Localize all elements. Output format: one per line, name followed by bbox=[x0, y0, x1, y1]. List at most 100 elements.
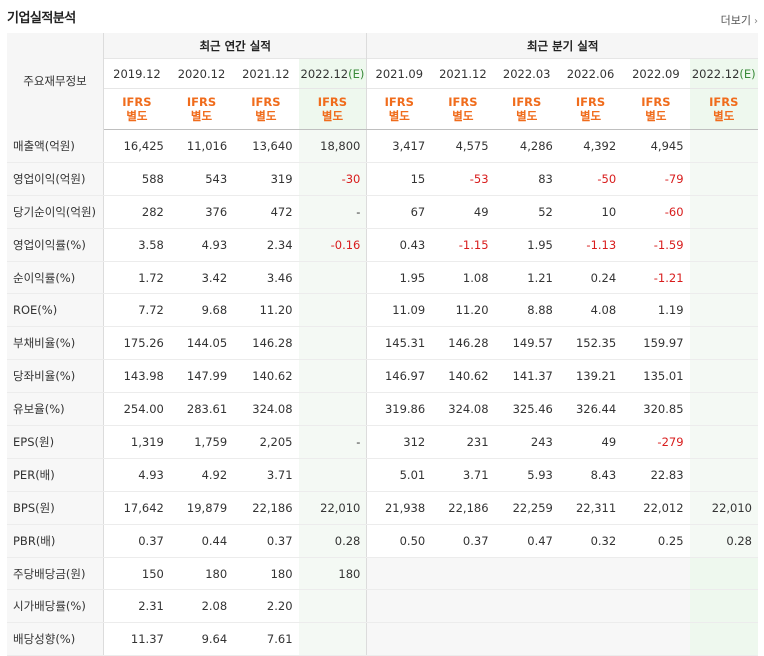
ifrs-row: IFRS 별도 IFRS 별도 IFRS 별도 IFRS 별도 IFRS 별도 IFRS 별도 IFRS… bbox=[7, 88, 758, 130]
table-cell: 140.62 bbox=[233, 359, 299, 394]
table-cell: 7.72 bbox=[103, 293, 170, 328]
period-header: 2021.09 bbox=[366, 58, 432, 89]
table-cell: -60 bbox=[622, 195, 690, 229]
table-row: 시가배당률(%) 2.31 2.08 2.20 bbox=[7, 589, 758, 624]
row-label: 유보율(%) bbox=[7, 392, 104, 427]
chevron-right-icon: › bbox=[754, 16, 758, 27]
table-cell: 4,945 bbox=[622, 129, 690, 163]
table-row: 유보율(%) 254.00 283.61 324.08 319.86 324.08 325.… bbox=[7, 392, 758, 427]
table-cell bbox=[689, 326, 758, 361]
table-cell: -1.59 bbox=[622, 227, 690, 262]
table-cell bbox=[622, 556, 690, 591]
table-cell: 231 bbox=[431, 425, 495, 459]
table-cell bbox=[558, 622, 623, 656]
table-cell: -0.16 bbox=[298, 227, 367, 262]
table-cell: 22,186 bbox=[431, 491, 495, 525]
table-cell: 254.00 bbox=[103, 392, 170, 427]
table-cell bbox=[689, 458, 758, 492]
table-cell bbox=[689, 162, 758, 196]
table-cell bbox=[431, 622, 495, 656]
table-cell: 146.97 bbox=[366, 359, 432, 394]
table-row: 영업이익(억원) 588 543 319 -30 15 -53 83 -50 -79 bbox=[7, 162, 758, 196]
table-row: 당기순이익(억원) 282 376 472-67 49 52 10 -60 bbox=[7, 195, 758, 229]
table-cell bbox=[689, 359, 758, 394]
table-cell: 3.42 bbox=[169, 261, 234, 295]
table-row: ROE(%) 7.72 9.68 11.20 11.09 11.20 8.88 4.08 1.1… bbox=[7, 293, 758, 328]
table-cell bbox=[558, 556, 623, 591]
period-header: 2022.12(E) bbox=[298, 58, 367, 89]
table-cell: - bbox=[298, 195, 367, 229]
table-cell: -53 bbox=[431, 162, 495, 196]
table-cell bbox=[689, 622, 758, 656]
table-cell: 145.31 bbox=[366, 326, 432, 361]
table-cell bbox=[494, 622, 559, 656]
table-cell: 147.99 bbox=[169, 359, 234, 394]
table-cell: 319 bbox=[233, 162, 299, 196]
table-cell: 4.92 bbox=[169, 458, 234, 492]
table-cell: -1.15 bbox=[431, 227, 495, 262]
table-cell bbox=[689, 425, 758, 459]
table-row: PBR(배) 0.37 0.44 0.37 0.28 0.50 0.37 0.47 0.32 0.… bbox=[7, 524, 758, 558]
table-cell: 0.25 bbox=[622, 524, 690, 558]
table-cell: 11.20 bbox=[233, 293, 299, 328]
table-cell: 140.62 bbox=[431, 359, 495, 394]
table-cell: 2.20 bbox=[233, 589, 299, 624]
table-cell: 8.88 bbox=[494, 293, 559, 328]
table-cell: 19,879 bbox=[169, 491, 234, 525]
table-cell bbox=[558, 589, 623, 624]
section-header: 기업실적분석 더보기 › bbox=[0, 0, 764, 32]
table-cell: 0.37 bbox=[103, 524, 170, 558]
table-cell: 0.37 bbox=[431, 524, 495, 558]
more-link[interactable]: 더보기 › bbox=[721, 12, 758, 28]
table-cell bbox=[431, 589, 495, 624]
ifrs-label: IFRS 별도 bbox=[622, 88, 690, 130]
period-header: 2021.12 bbox=[233, 58, 299, 89]
table-cell: 1.19 bbox=[622, 293, 690, 328]
table-cell: -79 bbox=[622, 162, 690, 196]
row-header: 주요재무정보 bbox=[7, 33, 104, 130]
table-cell bbox=[622, 589, 690, 624]
table-cell: 146.28 bbox=[431, 326, 495, 361]
table-cell: 150 bbox=[103, 556, 170, 591]
table-cell bbox=[689, 195, 758, 229]
table-cell bbox=[298, 261, 367, 295]
table-cell: 0.50 bbox=[366, 524, 432, 558]
quarter-group-header: 최근 분기 실적 bbox=[366, 33, 758, 59]
table-cell: 2,205 bbox=[233, 425, 299, 459]
table-cell: 49 bbox=[431, 195, 495, 229]
table-cell: 0.47 bbox=[494, 524, 559, 558]
ifrs-label: IFRS 별도 bbox=[298, 88, 367, 130]
table-cell: 8.43 bbox=[558, 458, 623, 492]
table-cell bbox=[298, 458, 367, 492]
table-cell: 143.98 bbox=[103, 359, 170, 394]
table-cell bbox=[366, 589, 432, 624]
ifrs-label: IFRS 별도 bbox=[169, 88, 234, 130]
table-cell: 22,311 bbox=[558, 491, 623, 525]
table-row: 매출액(억원) 16,425 11,016 13,640 18,800 3,417 4,57… bbox=[7, 129, 758, 163]
period-header: 2022.06 bbox=[558, 58, 623, 89]
row-label: 배당성향(%) bbox=[7, 622, 104, 656]
table-row: 주당배당금(원) 150 180 180 180 bbox=[7, 556, 758, 591]
table-cell: 3.46 bbox=[233, 261, 299, 295]
ifrs-label: IFRS 별도 bbox=[689, 88, 758, 130]
table-cell: 83 bbox=[494, 162, 559, 196]
table-cell: 0.43 bbox=[366, 227, 432, 262]
table-cell: 588 bbox=[103, 162, 170, 196]
table-row: 배당성향(%) 11.37 9.64 7.61 bbox=[7, 622, 758, 656]
table-cell bbox=[689, 392, 758, 427]
table-cell: 22.83 bbox=[622, 458, 690, 492]
table-cell bbox=[494, 589, 559, 624]
table-cell: 4.93 bbox=[103, 458, 170, 492]
table-cell bbox=[689, 556, 758, 591]
ifrs-label: IFRS 별도 bbox=[494, 88, 559, 130]
table-cell: 4,392 bbox=[558, 129, 623, 163]
row-label: 영업이익률(%) bbox=[7, 227, 104, 262]
table-cell: 319.86 bbox=[366, 392, 432, 427]
table-cell: 146.28 bbox=[233, 326, 299, 361]
period-row: 2019.12 2020.12 2021.12 2022.12(E) 2021.09 20… bbox=[7, 58, 758, 89]
table-cell: 22,186 bbox=[233, 491, 299, 525]
table-cell bbox=[366, 556, 432, 591]
table-cell: 180 bbox=[169, 556, 234, 591]
table-cell: 22,259 bbox=[494, 491, 559, 525]
table-cell: 0.24 bbox=[558, 261, 623, 295]
